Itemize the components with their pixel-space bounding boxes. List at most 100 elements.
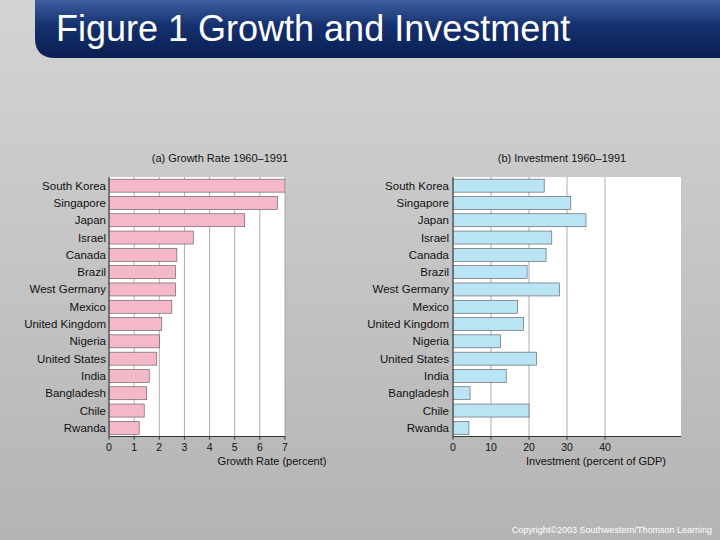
tick-mark [567,437,568,440]
bar [109,300,172,313]
bars [453,179,586,434]
category-label: Nigeria [413,335,450,347]
chart-title: (a) Growth Rate 1960–1991 [152,152,288,164]
category-label: West Germany [373,283,450,295]
y-axis [109,177,110,437]
tick-mark [159,437,160,440]
bar [109,369,149,382]
bar [109,404,144,417]
tick-label: 1 [131,441,137,453]
bars [109,179,285,434]
plot-area [453,177,681,437]
bar [109,231,193,244]
bar [453,421,469,434]
y-axis [453,177,454,437]
chart-panel: (a) Growth Rate 1960–1991 South Korea Sing… [24,152,326,467]
category-label: Japan [75,214,106,226]
category-label: West Germany [30,283,107,295]
bar [453,179,544,192]
bar [453,318,523,331]
category-label: Israel [78,232,106,244]
tick-label: 10 [485,441,497,453]
category-label: Singapore [397,197,449,209]
tick-mark [259,437,260,440]
tick-label: 6 [257,441,263,453]
category-label: Mexico [413,301,449,313]
bar [453,196,571,209]
bar [109,196,277,209]
slide: Figure 1 Growth and InvestmentCopyright©… [0,0,720,540]
tick-label: 20 [523,441,535,453]
copyright: Copyright©2003 Southwestern/Thomson Lear… [512,525,712,535]
category-label: United States [380,353,449,365]
category-label: Japan [418,214,449,226]
tick-label: 0 [450,441,456,453]
bar [453,352,537,365]
grid-line [259,177,260,437]
category-label: Brazil [77,266,106,278]
tick-mark [134,437,135,440]
bar [109,248,177,261]
grid-line [109,177,110,437]
tick-label: 4 [207,441,213,453]
bar [109,335,159,348]
bar [453,335,501,348]
tick-label: 0 [106,441,112,453]
bar [109,266,176,279]
tick-label: 30 [561,441,573,453]
tick-mark [491,437,492,440]
category-label: Singapore [54,197,106,209]
bar [109,214,245,227]
category-label: Nigeria [70,335,107,347]
bar [109,283,176,296]
category-label: Bangladesh [45,387,106,399]
tick-label: 5 [232,441,238,453]
tick-mark [453,437,454,440]
bar [109,179,285,192]
category-label: Canada [409,249,450,261]
bar [109,421,139,434]
category-label: South Korea [42,180,107,192]
x-axis [109,436,285,437]
category-label: South Korea [385,180,450,192]
tick-label: 7 [282,441,288,453]
background [0,0,720,540]
category-label: Brazil [420,266,449,278]
bar [453,266,527,279]
category-label: Israel [421,232,449,244]
header-bar [35,0,720,58]
tick-mark [605,437,606,440]
plot-area [109,177,285,437]
bar [453,300,518,313]
bar [453,387,470,400]
chart-panel: (b) Investment 1960–1991 South Korea Singa… [367,152,681,467]
bar [109,352,157,365]
category-label: United Kingdom [367,318,449,330]
bar [453,283,559,296]
tick-label: 40 [599,441,611,453]
category-label: United States [37,353,106,365]
category-label: Rwanda [407,422,450,434]
tick-label: 3 [182,441,188,453]
tick-mark [285,437,286,440]
bar [453,404,529,417]
bar [453,231,552,244]
category-label: Chile [80,405,106,417]
tick-label: 2 [156,441,162,453]
tick-mark [234,437,235,440]
bar [453,214,586,227]
category-label: India [81,370,107,382]
bar [453,248,546,261]
axis-label: Growth Rate (percent) [218,455,327,467]
bar [109,387,147,400]
grid-line [285,177,286,437]
chart-title: (b) Investment 1960–1991 [498,152,626,164]
category-label: Rwanda [64,422,107,434]
category-label: United Kingdom [24,318,106,330]
tick-mark [109,437,110,440]
grid-line [605,177,606,437]
tick-mark [209,437,210,440]
bar [453,369,506,382]
category-label: Chile [423,405,449,417]
tick-mark [184,437,185,440]
